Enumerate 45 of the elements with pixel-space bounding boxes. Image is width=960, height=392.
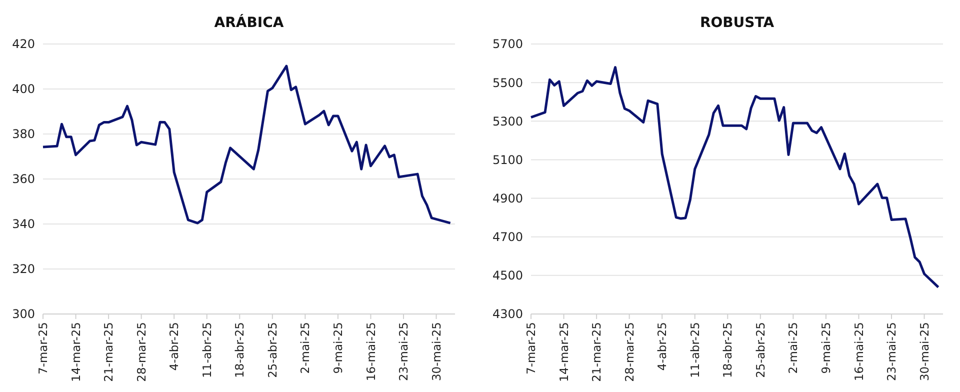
y-tick-label: 400 (12, 82, 35, 96)
x-tick-label: 7-mar-25 (524, 322, 538, 374)
x-tick-label: 16-mai-25 (364, 322, 378, 382)
y-tick-label: 4700 (492, 230, 523, 244)
x-tick-label: 4-abr-25 (167, 322, 182, 371)
x-tick-label: 4-abr-25 (655, 322, 670, 371)
x-tick-label: 28-mar-25 (622, 322, 636, 382)
x-tick-label: 21-mar-25 (590, 322, 604, 382)
y-tick-label: 5300 (492, 114, 523, 128)
line-series (42, 64, 452, 224)
x-tick-label: 18-abr-25 (720, 322, 735, 378)
line-series (530, 66, 940, 288)
x-tick-label: 25-abr-25 (265, 322, 280, 378)
y-tick-label: 4500 (492, 268, 523, 283)
x-tick-label: 28-mar-25 (134, 322, 148, 382)
x-tick-label: 14-mar-25 (68, 322, 83, 382)
x-tick-label: 30-mai-25 (429, 322, 444, 382)
y-tick-label: 300 (12, 307, 35, 322)
x-tick-label: 9-mai-25 (330, 322, 345, 374)
chart-title: ARÁBICA (214, 14, 284, 31)
x-tick-label: 16-mai-25 (852, 322, 866, 382)
y-tick-label: 5100 (492, 152, 523, 167)
x-tick-label: 25-abr-25 (753, 322, 768, 378)
y-tick-label: 5700 (492, 37, 523, 52)
y-tick-label: 4300 (492, 307, 523, 322)
y-tick-label: 5500 (492, 76, 523, 90)
x-tick-label: 30-mai-25 (917, 322, 932, 382)
y-tick-label: 360 (12, 172, 35, 186)
y-tick-label: 320 (12, 262, 35, 276)
y-tick-label: 420 (12, 37, 35, 52)
x-tick-label: 7-mar-25 (36, 322, 50, 374)
x-tick-label: 11-abr-25 (688, 322, 702, 378)
y-tick-label: 340 (12, 217, 35, 232)
x-tick-label: 21-mar-25 (102, 322, 116, 382)
x-tick-label: 2-mai-25 (298, 322, 312, 374)
x-tick-label: 23-mai-25 (884, 322, 899, 382)
y-tick-label: 4900 (492, 191, 523, 206)
y-tick-label: 380 (12, 127, 35, 142)
x-tick-label: 11-abr-25 (200, 322, 214, 378)
x-tick-label: 9-mai-25 (818, 322, 833, 374)
x-tick-label: 18-abr-25 (232, 322, 247, 378)
x-tick-label: 23-mai-25 (396, 322, 411, 382)
x-tick-label: 14-mar-25 (556, 322, 571, 382)
x-tick-label: 2-mai-25 (786, 322, 800, 374)
chart-title: ROBUSTA (700, 15, 774, 31)
